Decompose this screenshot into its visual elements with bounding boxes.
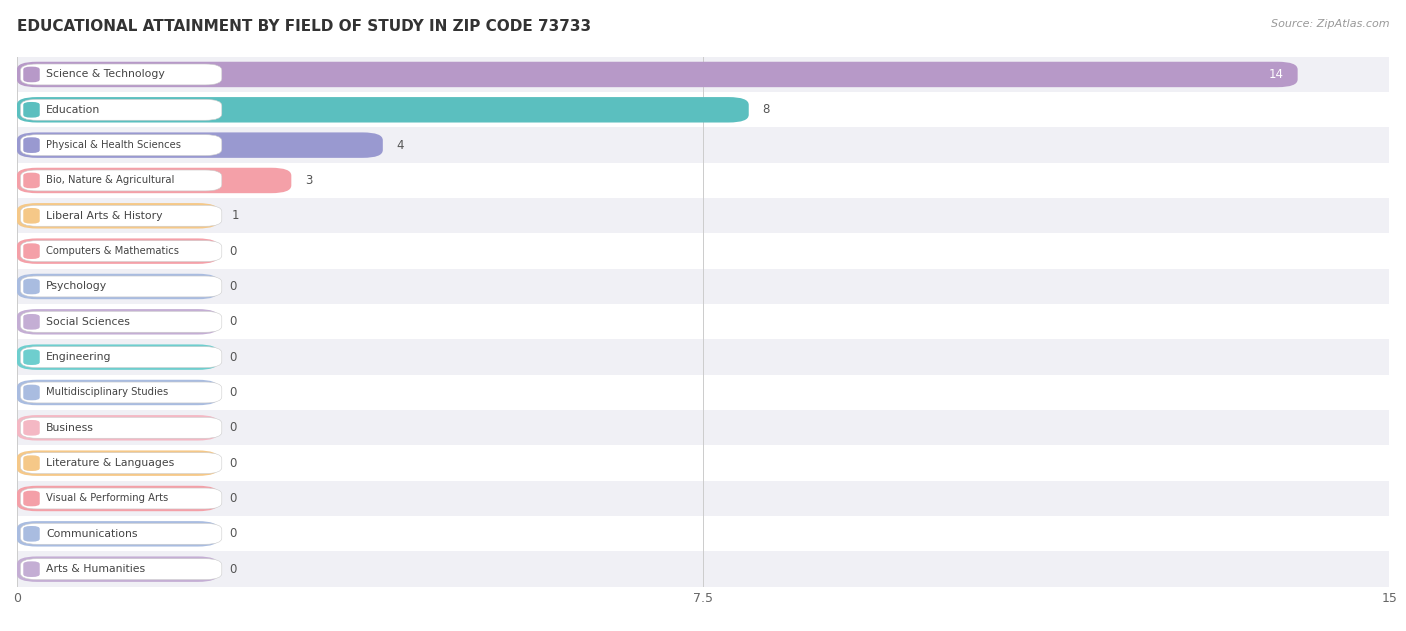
FancyBboxPatch shape bbox=[17, 62, 1298, 87]
Text: 0: 0 bbox=[229, 280, 236, 293]
FancyBboxPatch shape bbox=[24, 173, 39, 188]
Text: Bio, Nature & Agricultural: Bio, Nature & Agricultural bbox=[46, 175, 174, 186]
FancyBboxPatch shape bbox=[17, 521, 218, 546]
FancyBboxPatch shape bbox=[24, 350, 39, 365]
Text: 3: 3 bbox=[305, 174, 312, 187]
FancyBboxPatch shape bbox=[21, 523, 222, 545]
FancyBboxPatch shape bbox=[17, 133, 382, 158]
Text: Arts & Humanities: Arts & Humanities bbox=[46, 564, 145, 574]
FancyBboxPatch shape bbox=[17, 309, 218, 334]
FancyBboxPatch shape bbox=[24, 138, 39, 153]
FancyBboxPatch shape bbox=[21, 134, 222, 156]
Text: Source: ZipAtlas.com: Source: ZipAtlas.com bbox=[1271, 19, 1389, 29]
Bar bbox=[17, 410, 1389, 445]
FancyBboxPatch shape bbox=[24, 562, 39, 577]
FancyBboxPatch shape bbox=[17, 451, 218, 476]
FancyBboxPatch shape bbox=[17, 97, 749, 122]
FancyBboxPatch shape bbox=[21, 452, 222, 474]
Text: Liberal Arts & History: Liberal Arts & History bbox=[46, 211, 163, 221]
FancyBboxPatch shape bbox=[21, 311, 222, 333]
FancyBboxPatch shape bbox=[17, 380, 218, 405]
FancyBboxPatch shape bbox=[24, 279, 39, 294]
Bar bbox=[17, 127, 1389, 163]
FancyBboxPatch shape bbox=[21, 346, 222, 368]
Text: Social Sciences: Social Sciences bbox=[46, 317, 129, 327]
Text: Education: Education bbox=[46, 105, 100, 115]
Text: EDUCATIONAL ATTAINMENT BY FIELD OF STUDY IN ZIP CODE 73733: EDUCATIONAL ATTAINMENT BY FIELD OF STUDY… bbox=[17, 19, 591, 34]
Text: Multidisciplinary Studies: Multidisciplinary Studies bbox=[46, 387, 169, 398]
Bar bbox=[17, 375, 1389, 410]
FancyBboxPatch shape bbox=[24, 314, 39, 329]
Bar bbox=[17, 163, 1389, 198]
Bar bbox=[17, 339, 1389, 375]
Text: 0: 0 bbox=[229, 492, 236, 505]
FancyBboxPatch shape bbox=[24, 526, 39, 541]
Text: Business: Business bbox=[46, 423, 94, 433]
Text: 8: 8 bbox=[762, 103, 770, 116]
FancyBboxPatch shape bbox=[24, 208, 39, 223]
Bar bbox=[17, 551, 1389, 587]
Text: 0: 0 bbox=[229, 386, 236, 399]
FancyBboxPatch shape bbox=[24, 420, 39, 435]
FancyBboxPatch shape bbox=[21, 382, 222, 403]
Text: Communications: Communications bbox=[46, 529, 138, 539]
Bar bbox=[17, 481, 1389, 516]
FancyBboxPatch shape bbox=[24, 385, 39, 400]
Bar bbox=[17, 92, 1389, 127]
Text: 0: 0 bbox=[229, 563, 236, 575]
FancyBboxPatch shape bbox=[21, 99, 222, 121]
Text: 0: 0 bbox=[229, 457, 236, 469]
FancyBboxPatch shape bbox=[17, 239, 218, 264]
Bar bbox=[17, 516, 1389, 551]
FancyBboxPatch shape bbox=[24, 244, 39, 259]
Text: 0: 0 bbox=[229, 316, 236, 328]
Text: Visual & Performing Arts: Visual & Performing Arts bbox=[46, 493, 169, 504]
FancyBboxPatch shape bbox=[17, 274, 218, 299]
FancyBboxPatch shape bbox=[21, 64, 222, 85]
Text: 0: 0 bbox=[229, 245, 236, 257]
Text: 4: 4 bbox=[396, 139, 404, 151]
Bar bbox=[17, 304, 1389, 339]
FancyBboxPatch shape bbox=[17, 557, 218, 582]
FancyBboxPatch shape bbox=[17, 415, 218, 440]
FancyBboxPatch shape bbox=[24, 491, 39, 506]
Text: 0: 0 bbox=[229, 422, 236, 434]
Text: Psychology: Psychology bbox=[46, 281, 107, 292]
Text: Computers & Mathematics: Computers & Mathematics bbox=[46, 246, 179, 256]
Text: 0: 0 bbox=[229, 528, 236, 540]
Bar bbox=[17, 445, 1389, 481]
FancyBboxPatch shape bbox=[21, 205, 222, 227]
Text: 0: 0 bbox=[229, 351, 236, 363]
Text: Literature & Languages: Literature & Languages bbox=[46, 458, 174, 468]
FancyBboxPatch shape bbox=[24, 67, 39, 82]
FancyBboxPatch shape bbox=[17, 203, 218, 228]
FancyBboxPatch shape bbox=[24, 456, 39, 471]
FancyBboxPatch shape bbox=[21, 276, 222, 297]
Text: Physical & Health Sciences: Physical & Health Sciences bbox=[46, 140, 181, 150]
FancyBboxPatch shape bbox=[24, 102, 39, 117]
Bar bbox=[17, 57, 1389, 92]
FancyBboxPatch shape bbox=[21, 240, 222, 262]
FancyBboxPatch shape bbox=[17, 345, 218, 370]
FancyBboxPatch shape bbox=[17, 486, 218, 511]
FancyBboxPatch shape bbox=[21, 488, 222, 509]
Text: 1: 1 bbox=[232, 209, 239, 222]
Text: Science & Technology: Science & Technology bbox=[46, 69, 165, 80]
Text: 14: 14 bbox=[1270, 68, 1284, 81]
Bar bbox=[17, 233, 1389, 269]
Bar bbox=[17, 198, 1389, 233]
Text: Engineering: Engineering bbox=[46, 352, 111, 362]
FancyBboxPatch shape bbox=[21, 558, 222, 580]
FancyBboxPatch shape bbox=[21, 417, 222, 439]
FancyBboxPatch shape bbox=[21, 170, 222, 191]
Bar bbox=[17, 269, 1389, 304]
FancyBboxPatch shape bbox=[17, 168, 291, 193]
